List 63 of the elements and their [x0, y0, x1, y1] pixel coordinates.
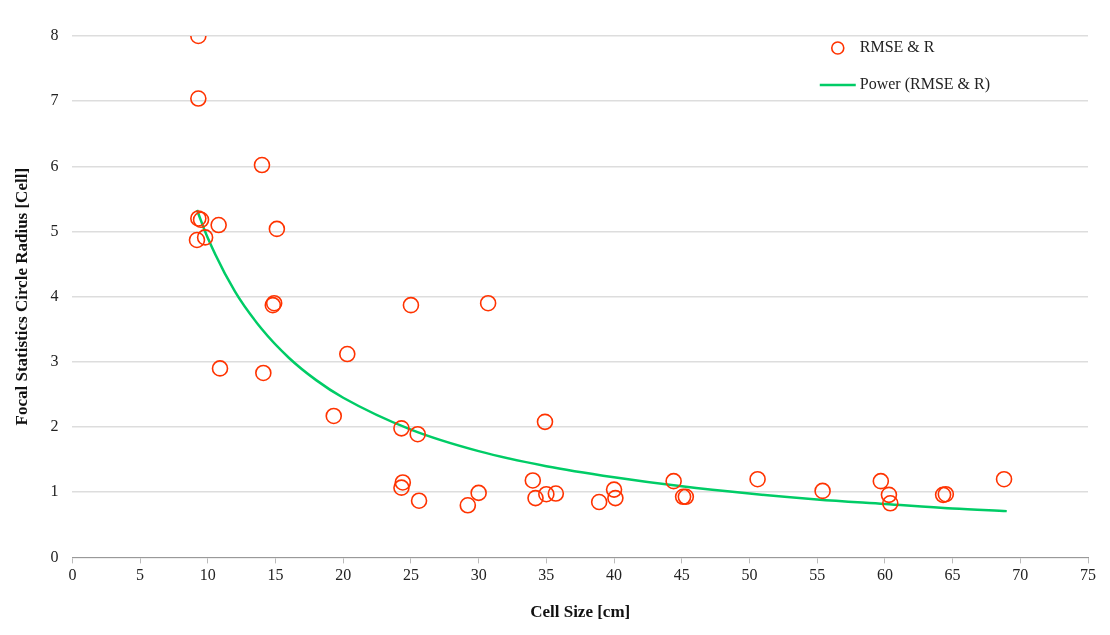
x-axis-title: Cell Size [cm] — [530, 602, 631, 622]
x-tick-label: 15 — [267, 566, 284, 584]
point — [749, 470, 766, 488]
x-tick-label: 20 — [335, 566, 352, 584]
point — [402, 296, 420, 314]
point — [394, 474, 412, 491]
x-tick-label: 35 — [538, 566, 555, 584]
point — [255, 364, 272, 382]
point — [547, 485, 565, 502]
point — [995, 470, 1013, 488]
point — [196, 229, 214, 246]
point — [872, 472, 890, 490]
point — [393, 420, 410, 437]
legend-label: Power (RMSE & R) — [859, 75, 991, 94]
point — [538, 485, 555, 503]
x-tick-label: 30 — [470, 566, 487, 584]
x-tick-label: 5 — [136, 566, 145, 584]
y-tick-label: 1 — [50, 482, 59, 500]
point — [536, 413, 554, 431]
point — [524, 472, 542, 489]
point — [590, 493, 608, 511]
y-tick-label: 6 — [50, 156, 59, 174]
point — [527, 489, 544, 507]
x-tick-label: 70 — [1012, 566, 1029, 584]
point — [268, 220, 286, 238]
point — [393, 479, 410, 496]
x-tick-label: 75 — [1080, 566, 1096, 584]
point — [325, 407, 343, 425]
point — [188, 231, 206, 249]
x-tick-label: 0 — [68, 566, 77, 584]
point — [253, 156, 271, 174]
y-axis-title: Focal Statistics Circle Radius [Cell] — [11, 167, 31, 426]
point — [607, 489, 624, 507]
x-tick-label: 55 — [809, 566, 826, 584]
point — [605, 481, 623, 498]
y-tick-label: 8 — [50, 26, 59, 44]
point — [190, 90, 207, 107]
point — [882, 495, 899, 512]
point — [479, 294, 497, 312]
y-tick-label: 2 — [50, 417, 59, 435]
x-tick-label: 10 — [199, 566, 216, 584]
point — [459, 496, 477, 514]
point — [814, 482, 831, 500]
y-tick-label: 5 — [50, 221, 59, 239]
x-tick-label: 25 — [402, 566, 419, 584]
y-tick-label: 0 — [50, 547, 59, 565]
x-tick-label: 45 — [673, 566, 690, 584]
x-tick-label: 65 — [944, 566, 961, 584]
point — [409, 425, 426, 443]
y-tick-label: 3 — [50, 352, 59, 370]
x-tick-label: 40 — [606, 566, 623, 584]
x-tick-label: 50 — [741, 566, 758, 584]
x-tick-label: 60 — [876, 566, 893, 584]
point — [470, 484, 487, 502]
point — [210, 216, 227, 234]
point — [338, 345, 356, 363]
legend-label: RMSE & R — [859, 38, 935, 56]
point — [211, 360, 229, 377]
y-tick-label: 4 — [50, 286, 59, 304]
point — [410, 492, 428, 509]
point — [665, 472, 682, 490]
y-tick-label: 7 — [50, 91, 59, 109]
point — [880, 486, 898, 504]
